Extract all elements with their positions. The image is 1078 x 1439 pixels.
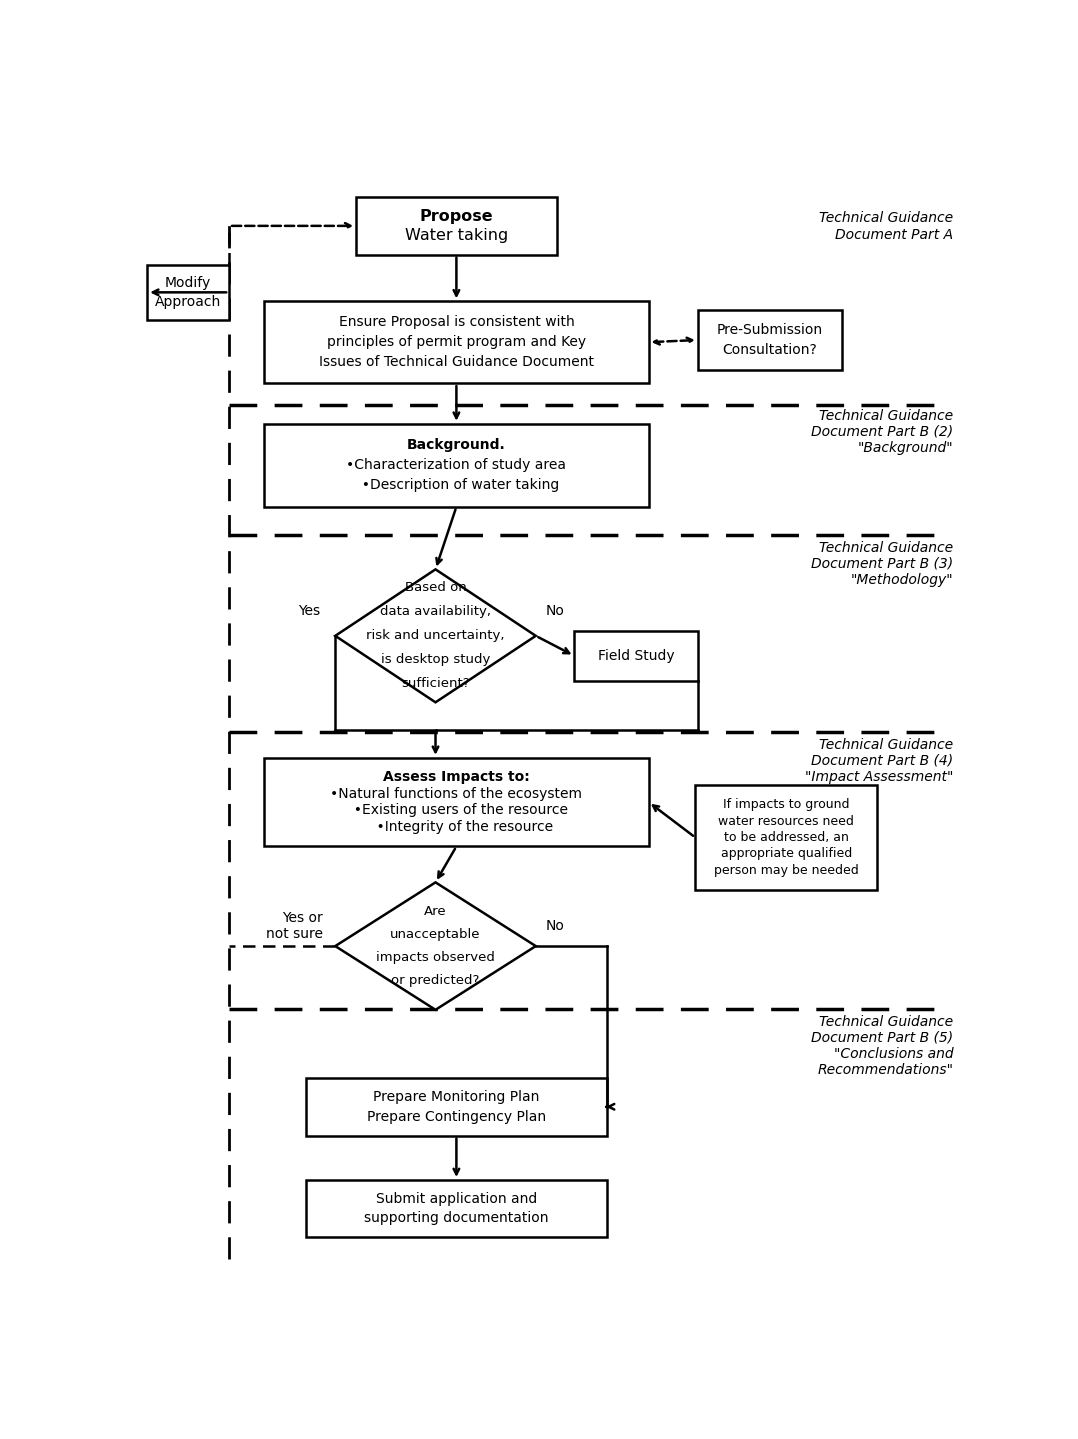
Text: Prepare Monitoring Plan: Prepare Monitoring Plan	[373, 1089, 540, 1104]
Text: •Integrity of the resource: •Integrity of the resource	[359, 820, 553, 835]
Text: Based on: Based on	[404, 581, 467, 594]
FancyBboxPatch shape	[306, 1180, 607, 1238]
FancyBboxPatch shape	[575, 630, 697, 681]
Text: Technical Guidance
Document Part B (5)
"Conclusions and
Recommendations": Technical Guidance Document Part B (5) "…	[812, 1014, 953, 1078]
Text: Modify: Modify	[165, 276, 211, 289]
Text: Technical Guidance
Document Part B (2)
"Background": Technical Guidance Document Part B (2) "…	[812, 409, 953, 455]
Text: Propose: Propose	[419, 209, 494, 223]
Text: Prepare Contingency Plan: Prepare Contingency Plan	[367, 1109, 545, 1124]
Text: risk and uncertainty,: risk and uncertainty,	[367, 629, 505, 642]
FancyBboxPatch shape	[697, 309, 842, 370]
Text: Technical Guidance
Document Part B (4)
"Impact Assessment": Technical Guidance Document Part B (4) "…	[805, 738, 953, 784]
Text: unacceptable: unacceptable	[390, 928, 481, 941]
Text: Consultation?: Consultation?	[722, 344, 817, 357]
Text: Technical Guidance
Document Part A: Technical Guidance Document Part A	[819, 212, 953, 242]
Text: Issues of Technical Guidance Document: Issues of Technical Guidance Document	[319, 355, 594, 370]
Polygon shape	[335, 570, 536, 702]
Text: •Characterization of study area: •Characterization of study area	[346, 458, 566, 472]
Text: Water taking: Water taking	[404, 229, 508, 243]
Text: Yes or
not sure: Yes or not sure	[265, 911, 322, 941]
Text: supporting documentation: supporting documentation	[364, 1212, 549, 1226]
Polygon shape	[335, 882, 536, 1010]
Text: If impacts to ground: If impacts to ground	[723, 799, 849, 812]
Text: person may be needed: person may be needed	[714, 863, 859, 876]
FancyBboxPatch shape	[356, 197, 556, 255]
Text: impacts observed: impacts observed	[376, 951, 495, 964]
Text: Field Study: Field Study	[597, 649, 675, 663]
Text: •Existing users of the resource: •Existing users of the resource	[345, 803, 568, 817]
FancyBboxPatch shape	[695, 784, 877, 891]
Text: is desktop study: is desktop study	[381, 653, 490, 666]
Text: to be addressed, an: to be addressed, an	[724, 830, 848, 845]
FancyBboxPatch shape	[264, 758, 649, 846]
FancyBboxPatch shape	[148, 265, 230, 319]
Text: Background.: Background.	[407, 437, 506, 452]
Text: Yes: Yes	[299, 604, 320, 619]
Text: Technical Guidance
Document Part B (3)
"Methodology": Technical Guidance Document Part B (3) "…	[812, 541, 953, 587]
Text: data availability,: data availability,	[381, 606, 490, 619]
Text: water resources need: water resources need	[718, 814, 855, 827]
Text: Are: Are	[425, 905, 446, 918]
Text: Ensure Proposal is consistent with: Ensure Proposal is consistent with	[338, 315, 575, 330]
Text: Submit application and: Submit application and	[376, 1191, 537, 1206]
Text: appropriate qualified: appropriate qualified	[721, 848, 852, 861]
Text: Approach: Approach	[155, 295, 221, 309]
Text: No: No	[545, 604, 565, 619]
FancyBboxPatch shape	[306, 1078, 607, 1135]
Text: •Natural functions of the ecosystem: •Natural functions of the ecosystem	[330, 787, 582, 800]
FancyBboxPatch shape	[264, 423, 649, 507]
FancyBboxPatch shape	[264, 301, 649, 383]
Text: sufficient?: sufficient?	[401, 678, 470, 691]
Text: No: No	[545, 920, 565, 932]
Text: Assess Impacts to:: Assess Impacts to:	[383, 770, 529, 784]
Text: or predicted?: or predicted?	[391, 974, 480, 987]
Text: Pre-Submission: Pre-Submission	[717, 322, 823, 337]
Text: principles of permit program and Key: principles of permit program and Key	[327, 335, 586, 350]
Text: •Description of water taking: •Description of water taking	[354, 478, 559, 492]
